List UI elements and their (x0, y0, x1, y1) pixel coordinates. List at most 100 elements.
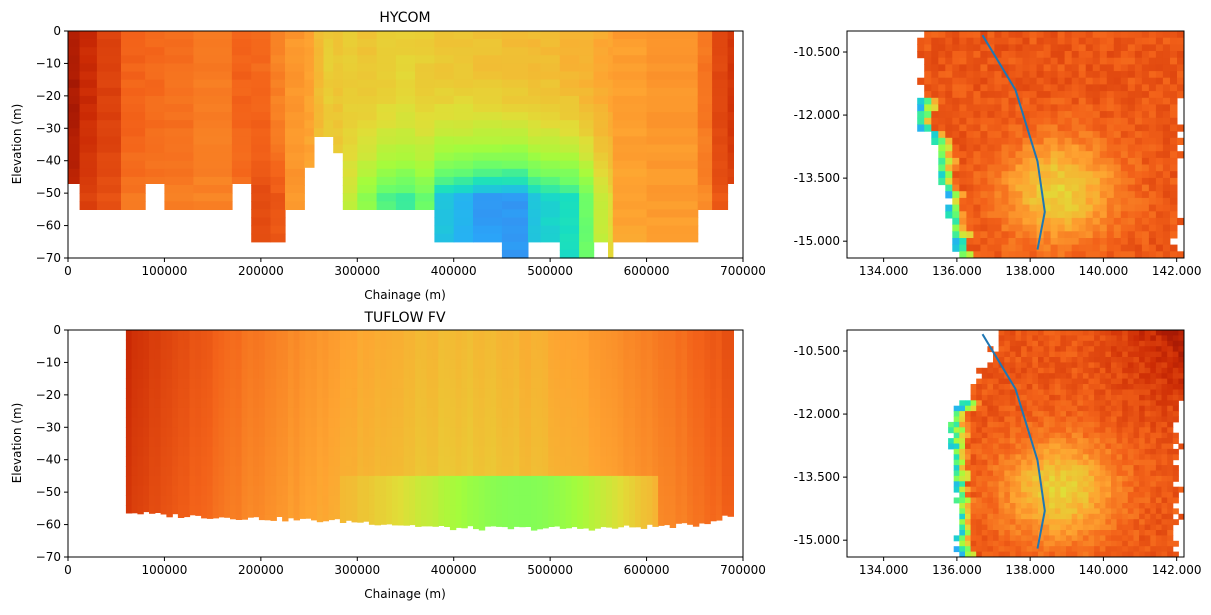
hycom-section-cell (377, 161, 397, 170)
tuflow-map-cell (1004, 454, 1010, 460)
hycom-section-cell (80, 177, 98, 186)
tuflow-map-cell (1010, 427, 1016, 433)
tuflow-map-cell (999, 525, 1005, 531)
hycom-map-cell (1107, 178, 1115, 185)
tuflow-section-cell (450, 408, 456, 418)
tuflow-section-cell (392, 408, 398, 418)
tuflow-map-cell (982, 492, 988, 498)
tuflow-section-cell (224, 447, 230, 457)
tuflow-section-cell (201, 398, 207, 408)
hycom-map-cell (1058, 104, 1066, 111)
tuflow-section-cell (323, 330, 329, 340)
tuflow-map-cell (1016, 449, 1022, 455)
hycom-map-cell (1058, 198, 1066, 205)
hycom-section-cell (728, 72, 734, 81)
tuflow-section-cell (161, 359, 167, 369)
hycom-map-cell (1086, 91, 1094, 98)
tuflow-section-cell (352, 427, 358, 437)
hycom-map-cell (1121, 131, 1129, 138)
tuflow-section-cell (137, 495, 143, 505)
tuflow-section-cell (415, 418, 421, 428)
tuflow-map-cell (1010, 471, 1016, 477)
tuflow-section-cell (242, 457, 248, 467)
tuflow-section-cell (456, 359, 462, 369)
hycom-map-cell (1030, 205, 1038, 212)
hycom-section-cell (333, 128, 343, 137)
tuflow-section-cell (704, 388, 710, 398)
tuflow-section-cell (548, 350, 554, 360)
tuflow-map-cell (1027, 449, 1033, 455)
hycom-section-cell (541, 47, 561, 56)
hycom-map-cell (924, 118, 932, 125)
hycom-map-cell (1079, 125, 1087, 132)
tuflow-map-cell (1027, 487, 1033, 493)
tuflow-map-cell (1027, 535, 1033, 541)
tuflow-section-cell (473, 515, 479, 525)
hycom-map-cell (973, 64, 981, 71)
tuflow-section-cell (380, 515, 386, 525)
hycom-section-cell (121, 55, 146, 64)
tuflow-map-cell (1055, 487, 1061, 493)
tuflow-map-cell (1044, 384, 1050, 390)
tuflow-section-cell (444, 330, 450, 340)
tuflow-section-cell (282, 408, 288, 418)
tuflow-section-cell (531, 359, 537, 369)
hycom-map-cell (1023, 245, 1031, 252)
tuflow-section-cell (126, 340, 132, 350)
tuflow-section-cell (693, 457, 699, 467)
hycom-map-cell (1072, 205, 1080, 212)
tuflow-section-cell (716, 388, 722, 398)
tuflow-section-cell (155, 457, 161, 467)
hycom-section-cell (145, 55, 165, 64)
hycom-map-cell (917, 98, 925, 105)
hycom-section-cell (377, 120, 397, 129)
tuflow-section-cell (704, 408, 710, 418)
tuflow-section-cell (658, 427, 664, 437)
tuflow-section-cell (514, 525, 520, 527)
hycom-section-cell (434, 145, 454, 154)
hycom-map-cell (952, 211, 960, 218)
hycom-section-cell (613, 88, 647, 97)
hycom-map-cell (1107, 185, 1115, 192)
tuflow-section-cell (623, 350, 629, 360)
hycom-map-cell (1114, 198, 1122, 205)
tuflow-section-cell (259, 369, 265, 379)
tuflow-section-cell (375, 340, 381, 350)
tuflow-section-cell (502, 466, 508, 476)
hycom-map-cell (973, 38, 981, 45)
tuflow-section-cell (450, 388, 456, 398)
tuflow-section-cell (346, 457, 352, 467)
tuflow-map-cell (965, 444, 971, 450)
tuflow-map-cell (1004, 508, 1010, 514)
hycom-map-cell (1023, 151, 1031, 158)
hycom-map-cell (1009, 51, 1017, 58)
tuflow-map-cell (1049, 525, 1055, 531)
hycom-map-cell (959, 118, 967, 125)
hycom-map-cell (1044, 231, 1052, 238)
hycom-section-cell (251, 177, 271, 186)
hycom-map-cell (1100, 58, 1108, 65)
tuflow-section-cell (213, 466, 219, 476)
tuflow-section-cell (606, 466, 612, 476)
tuflow-map-cell (1004, 530, 1010, 536)
hycom-map-cell (1100, 98, 1108, 105)
tuflow-section-cell (421, 369, 427, 379)
tuflow-map-cell (1021, 444, 1027, 450)
hycom-map-cell (980, 251, 988, 258)
tuflow-section-cell (137, 505, 143, 514)
tuflow-section-cell (670, 437, 676, 447)
tuflow-section-cell (398, 476, 404, 486)
tuflow-section-cell (166, 495, 172, 505)
hycom-map-cell (924, 111, 932, 118)
tuflow-section-cell (213, 447, 219, 457)
hycom-map-cell (1051, 231, 1059, 238)
tuflow-section-cell (415, 330, 421, 340)
hycom-map-cell (987, 218, 995, 225)
tuflow-section-cell (178, 457, 184, 467)
hycom-map-cell (1114, 185, 1122, 192)
tuflow-section-cell (346, 340, 352, 350)
hycom-section-cell (251, 169, 271, 178)
tuflow-section-cell (427, 476, 433, 486)
tuflow-section-cell (612, 525, 618, 529)
hycom-section-cell (712, 80, 728, 89)
